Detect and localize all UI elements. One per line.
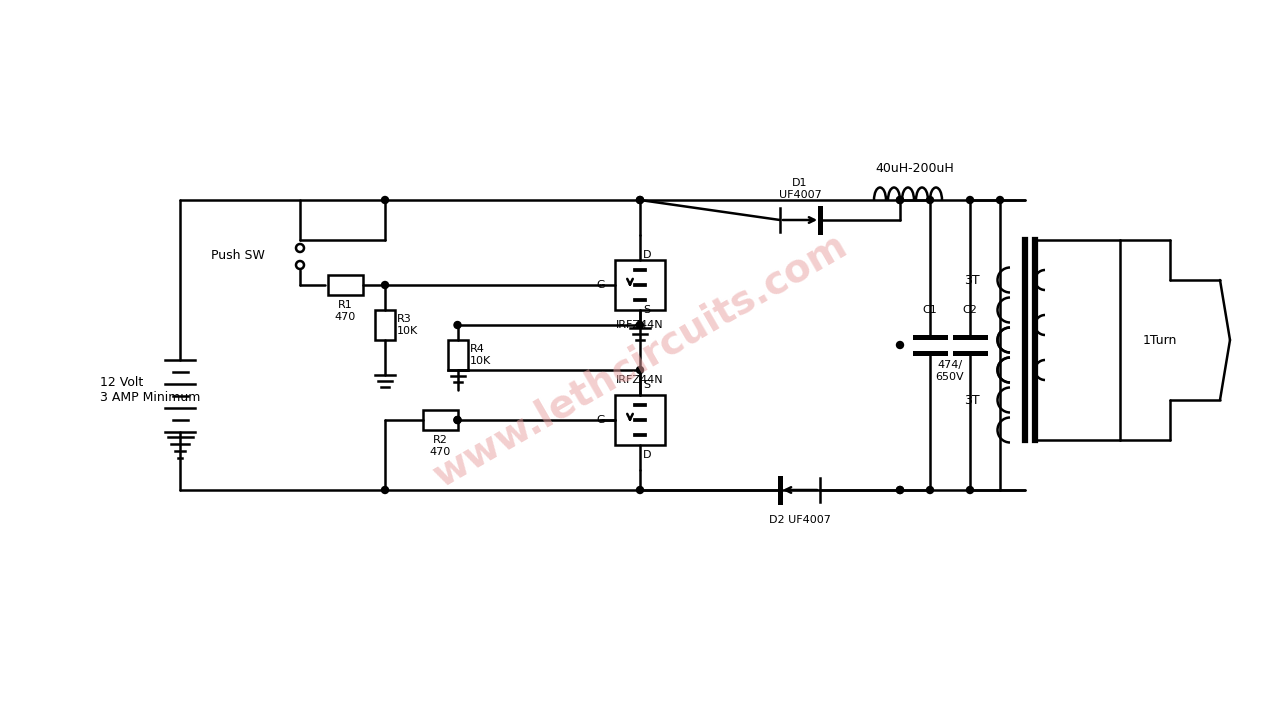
Bar: [328, 275, 362, 295]
Text: R2
470: R2 470: [429, 435, 451, 456]
Text: D1
UF4007: D1 UF4007: [778, 179, 822, 200]
Circle shape: [966, 197, 974, 204]
Text: S: S: [643, 305, 650, 315]
Text: 40uH-200uH: 40uH-200uH: [876, 162, 955, 175]
Circle shape: [966, 487, 974, 493]
Circle shape: [636, 197, 644, 204]
Circle shape: [454, 416, 461, 423]
Circle shape: [896, 487, 904, 493]
Circle shape: [896, 197, 904, 204]
Text: D: D: [643, 250, 652, 260]
Text: 474/
650V: 474/ 650V: [936, 360, 964, 382]
Circle shape: [381, 197, 389, 204]
Circle shape: [636, 366, 644, 374]
Text: Push SW: Push SW: [211, 248, 265, 261]
Bar: [422, 410, 457, 430]
Circle shape: [927, 197, 933, 204]
Text: G: G: [596, 280, 605, 290]
Text: 12 Volt
3 AMP Minimum: 12 Volt 3 AMP Minimum: [100, 376, 201, 404]
Bar: [614, 260, 666, 310]
Circle shape: [896, 341, 904, 348]
Circle shape: [454, 322, 461, 328]
Text: 1Turn: 1Turn: [1143, 333, 1178, 346]
Circle shape: [381, 282, 389, 289]
Circle shape: [896, 197, 904, 204]
Text: IRFZ44N: IRFZ44N: [616, 375, 664, 385]
Bar: [614, 395, 666, 445]
Text: R3
10K: R3 10K: [397, 314, 419, 336]
Text: D: D: [643, 450, 652, 460]
Circle shape: [927, 487, 933, 493]
Circle shape: [997, 197, 1004, 204]
Text: www.lethcircuits.com: www.lethcircuits.com: [426, 225, 854, 495]
Text: R1
470: R1 470: [334, 300, 356, 322]
Bar: [375, 310, 396, 340]
Text: G: G: [596, 415, 605, 425]
Circle shape: [636, 197, 644, 204]
Text: S: S: [643, 380, 650, 390]
Text: C2: C2: [963, 305, 978, 315]
Circle shape: [454, 416, 461, 423]
Text: D2 UF4007: D2 UF4007: [769, 515, 831, 525]
Circle shape: [896, 487, 904, 493]
Text: 3T: 3T: [964, 394, 980, 407]
Text: 3T: 3T: [964, 274, 980, 287]
Text: C1: C1: [923, 305, 937, 315]
Circle shape: [381, 487, 389, 493]
Circle shape: [636, 322, 644, 328]
Bar: [448, 340, 467, 370]
Text: R4
10K: R4 10K: [470, 344, 490, 366]
Circle shape: [636, 487, 644, 493]
Text: IRFZ44N: IRFZ44N: [616, 320, 664, 330]
